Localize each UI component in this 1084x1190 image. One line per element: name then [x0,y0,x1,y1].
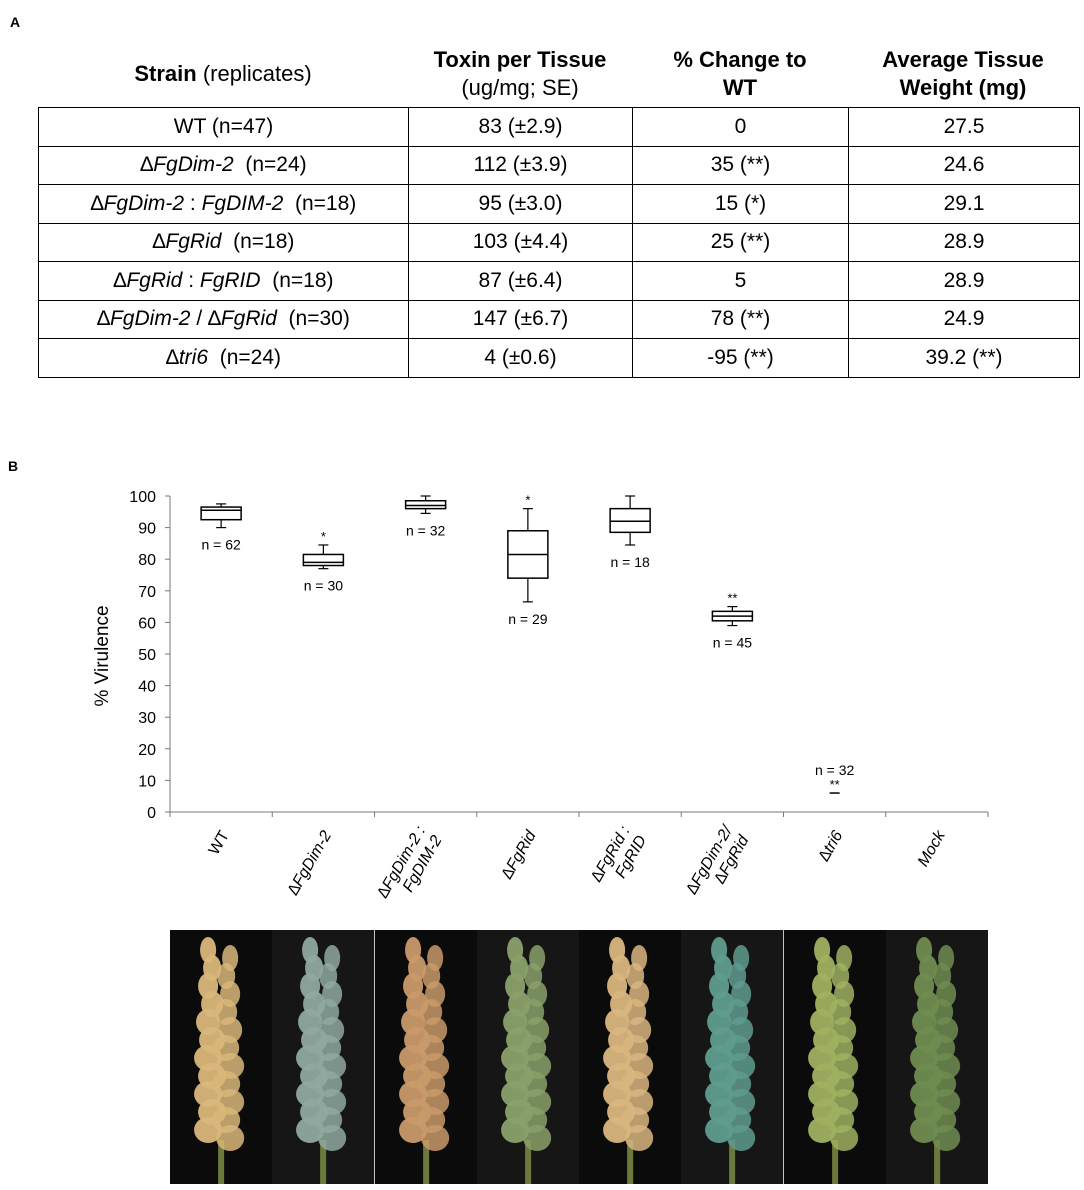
significance-mark: * [525,493,530,508]
cell-change: 35 (**) [632,145,849,185]
y-axis-label: % Virulence [92,605,113,706]
sample-size-label: n = 45 [713,635,753,651]
cell-toxin: 147 (±6.7) [408,299,633,339]
cell-strain: ∆FgRid (n=18) [38,222,409,262]
cell-weight: 24.9 [848,299,1080,339]
cell-weight: 29.1 [848,184,1080,224]
cell-strain: ∆FgDim-2 (n=24) [38,145,409,185]
table-header: Strain (replicates) Toxin per Tissue (ug… [38,40,1078,108]
table-row: ∆FgRid (n=18) 103 (±4.4) 25 (**) 28.9 [38,222,1080,262]
table-row: WT (n=47) 83 (±2.9) 0 27.5 [38,107,1080,147]
x-category-label: ∆FgDim-2/∆FgRid [683,822,753,897]
cell-strain: ∆FgDim-2 : FgDIM-2 (n=18) [38,184,409,224]
x-category-label: ∆FgDim-2 :FgDIM-2 [374,823,445,901]
cell-toxin: 87 (±6.4) [408,261,633,301]
sample-size-label: n = 62 [201,537,241,553]
y-tick-label: 70 [138,584,156,601]
cell-weight: 27.5 [848,107,1080,147]
table-row: ∆FgDim-2 (n=24) 112 (±3.9) 35 (**) 24.6 [38,145,1080,185]
cell-strain: ∆tri6 (n=24) [38,338,409,378]
significance-mark: ** [727,591,737,606]
wheat-head-fgdim2 [272,930,375,1184]
sample-size-label: n = 32 [406,522,446,538]
x-category-label: Mock [915,827,949,869]
y-tick-label: 80 [138,552,156,569]
cell-weight: 24.6 [848,145,1080,185]
x-category-line: ∆tri6 [816,828,847,864]
box-iqr [302,553,345,567]
x-category-line: WT [206,828,233,858]
panel-a-label: A [10,14,21,30]
cell-change: 78 (**) [632,299,849,339]
cell-change: -95 (**) [632,338,849,378]
sample-size-label: n = 29 [508,611,548,627]
cell-toxin: 103 (±4.4) [408,222,633,262]
significance-mark: ** [830,777,840,792]
y-tick-label: 20 [138,742,156,759]
results-table: WT (n=47) 83 (±2.9) 0 27.5 ∆FgDim-2 (n=24) 11… [38,107,1080,378]
box-iqr [200,506,242,521]
box-iqr [404,499,447,510]
cell-strain: ∆FgDim-2 / ∆FgRid (n=30) [38,299,409,339]
header-change: % Change to WT [673,47,807,100]
y-tick-label: 0 [147,805,156,822]
x-category-label: ∆tri6 [816,828,847,864]
x-category-line: ∆FgRid [499,827,541,882]
virulence-boxplot: 0 10 20 30 40 50 60 70 80 90 100 % Virulence WT ∆FgDi… [92,489,989,901]
cell-weight: 39.2 (**) [848,338,1080,378]
sample-size-label: n = 18 [610,554,650,570]
cell-toxin: 95 (±3.0) [408,184,633,224]
cell-strain: ∆FgRid : FgRID (n=18) [38,261,409,301]
cell-change: 5 [632,261,849,301]
y-tick-label: 100 [129,489,156,506]
cell-change: 15 (*) [632,184,849,224]
panel-b-label: B [8,458,19,474]
x-category-line: ∆FgDim-2 [285,828,335,898]
x-category-line: Mock [915,827,949,869]
box-iqr [609,507,651,534]
x-category-label: ∆FgDim-2 [285,828,335,898]
significance-mark: * [321,529,326,544]
header-weight: Average Tissue Weight (mg) [882,47,1044,100]
y-tick-label: 30 [138,710,156,727]
sample-size-label: n = 30 [304,578,344,594]
y-tick-label: 90 [138,521,156,538]
y-tick-label: 10 [138,773,156,790]
header-strain: Strain (replicates) [134,61,312,86]
cell-weight: 28.9 [848,222,1080,262]
table-row: ∆FgRid : FgRID (n=18) 87 (±6.4) 5 28.9 [38,261,1080,301]
y-tick-label: 60 [138,615,156,632]
x-category-label: ∆FgRid :FgRID [588,823,650,885]
sample-size-label: n = 32 [815,762,855,778]
table-row: ∆tri6 (n=24) 4 (±0.6) -95 (**) 39.2 (**) [38,338,1080,378]
cell-toxin: 112 (±3.9) [408,145,633,185]
wheat-head-mock [885,930,988,1184]
wheat-head-fgrid [476,930,579,1184]
header-toxin: Toxin per Tissue (ug/mg; SE) [433,47,607,100]
wheat-head-fgdim2-comp [374,930,477,1184]
cell-change: 25 (**) [632,222,849,262]
y-tick-label: 50 [138,647,156,664]
cell-strain: WT (n=47) [38,107,409,147]
wheat-head-tri6 [783,930,886,1184]
wheat-photo-strip [170,930,988,1184]
x-category-label: ∆FgRid [499,827,541,882]
table-row: ∆FgDim-2 : FgDIM-2 (n=18) 95 (±3.0) 15 (*)… [38,184,1080,224]
x-category-label: WT [206,828,233,858]
cell-toxin: 83 (±2.9) [408,107,633,147]
wheat-head-wt [170,930,273,1184]
wheat-head-fgrid-comp [579,930,682,1184]
y-tick-label: 40 [138,679,156,696]
table-row: ∆FgDim-2 / ∆FgRid (n=30) 147 (±6.7) 78 (**… [38,299,1080,339]
cell-change: 0 [632,107,849,147]
cell-weight: 28.9 [848,261,1080,301]
wheat-head-double [681,930,784,1184]
cell-toxin: 4 (±0.6) [408,338,633,378]
